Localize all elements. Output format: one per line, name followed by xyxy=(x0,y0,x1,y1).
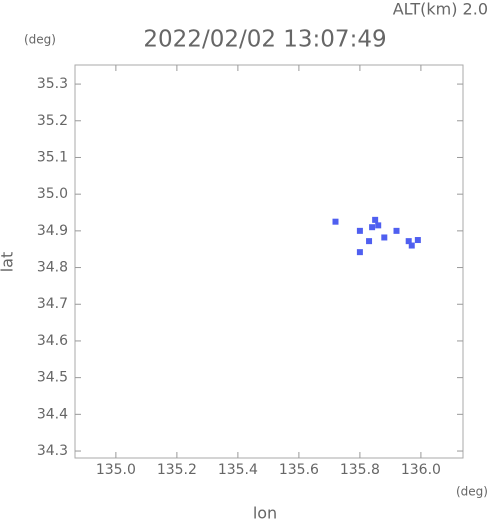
echo-point xyxy=(356,249,363,256)
echo-point xyxy=(414,237,421,244)
x-tick-label: 135.6 xyxy=(279,462,319,478)
x-unit: (deg) xyxy=(456,485,488,499)
y-tick-label: 35.2 xyxy=(37,113,68,129)
y-unit: (deg) xyxy=(24,33,56,47)
chart-title: 2022/02/02 13:07:49 xyxy=(143,27,386,53)
y-tick-label: 34.9 xyxy=(37,223,68,239)
echo-point xyxy=(366,238,373,245)
echo-point xyxy=(332,218,339,225)
plot-frame xyxy=(74,64,464,459)
x-tick-label: 135.8 xyxy=(340,462,380,478)
echo-point xyxy=(356,227,363,234)
y-tick-label: 34.5 xyxy=(37,370,68,386)
x-tick-label: 136.0 xyxy=(401,462,441,478)
echo-point xyxy=(408,242,415,249)
y-tick-label: 35.3 xyxy=(37,76,68,92)
echo-point xyxy=(381,234,388,241)
y-axis-label: lat xyxy=(0,252,17,273)
y-tick-label: 34.8 xyxy=(37,260,68,276)
echo-point xyxy=(393,227,400,234)
y-tick-label: 34.4 xyxy=(37,406,68,422)
y-tick-label: 34.3 xyxy=(37,443,68,459)
y-tick-label: 34.7 xyxy=(37,296,68,312)
echo-point xyxy=(375,222,382,229)
x-tick-label: 135.0 xyxy=(96,462,136,478)
x-tick-label: 135.2 xyxy=(157,462,197,478)
echo-point xyxy=(369,224,376,231)
y-tick-label: 35.0 xyxy=(37,186,68,202)
y-tick-label: 34.6 xyxy=(37,333,68,349)
altitude-label: ALT(km) 2.0 xyxy=(393,0,488,19)
x-tick-label: 135.4 xyxy=(218,462,258,478)
echo-point xyxy=(372,216,379,223)
echo-point xyxy=(405,238,412,245)
x-axis-label: lon xyxy=(253,504,277,521)
y-tick-label: 35.1 xyxy=(37,149,68,165)
